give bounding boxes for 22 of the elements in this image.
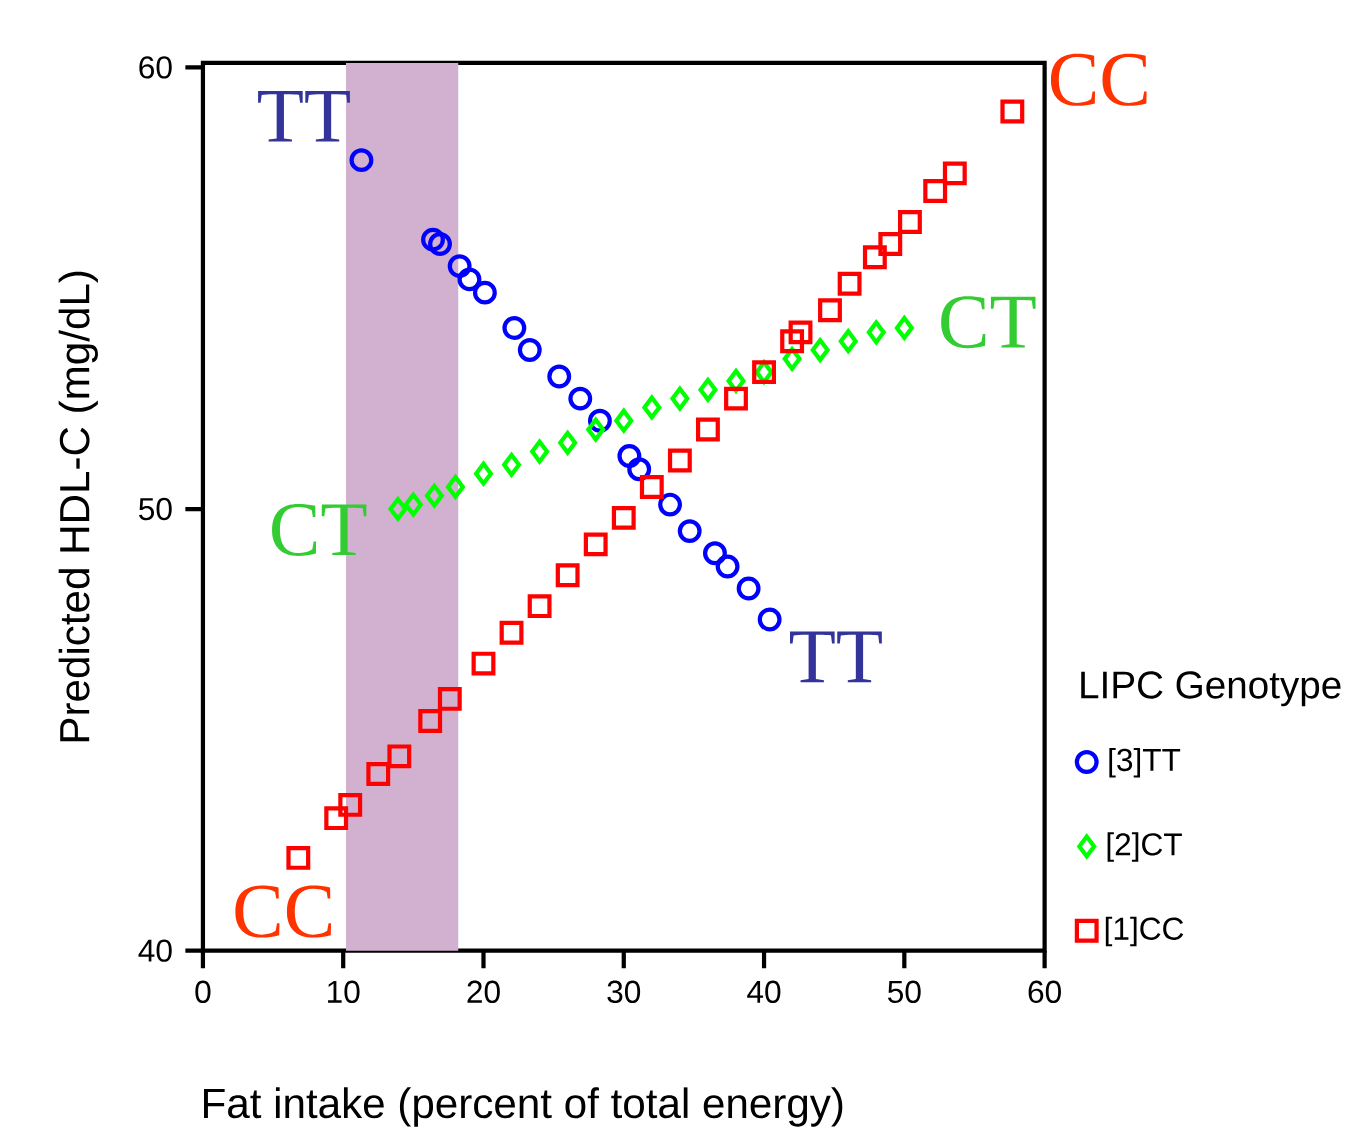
- x-tick-label: 10: [328, 980, 360, 1003]
- legend-label: [1]CC: [1105, 916, 1184, 947]
- y-tick-label: 60: [139, 56, 172, 79]
- legend-label: [2]CT: [1107, 832, 1182, 862]
- legend-label: [3]TT: [1109, 747, 1181, 778]
- x-tick-label: 20: [467, 980, 500, 1003]
- x-tick-label: 0: [195, 980, 211, 1003]
- annotation: TT: [258, 90, 350, 142]
- x-tick-label: 50: [888, 980, 921, 1003]
- annotation: CT: [941, 296, 1036, 348]
- annotation: CT: [272, 503, 367, 556]
- annotation: CC: [235, 885, 331, 938]
- y-tick-label: 50: [139, 497, 172, 521]
- legend-title: LIPC Genotype: [1081, 671, 1341, 707]
- y-axis-title: Predicted HDL-C (mg/dL): [58, 271, 98, 741]
- y-tick-label: 40: [138, 939, 172, 962]
- annotation: TT: [790, 631, 882, 682]
- x-tick-label: 30: [607, 980, 641, 1003]
- x-tick-label: 60: [1028, 980, 1061, 1003]
- text: CC: [1050, 53, 1147, 106]
- x-axis-title: Fat intake (percent of total energy): [204, 1087, 843, 1127]
- x-tick-label: 40: [747, 980, 781, 1003]
